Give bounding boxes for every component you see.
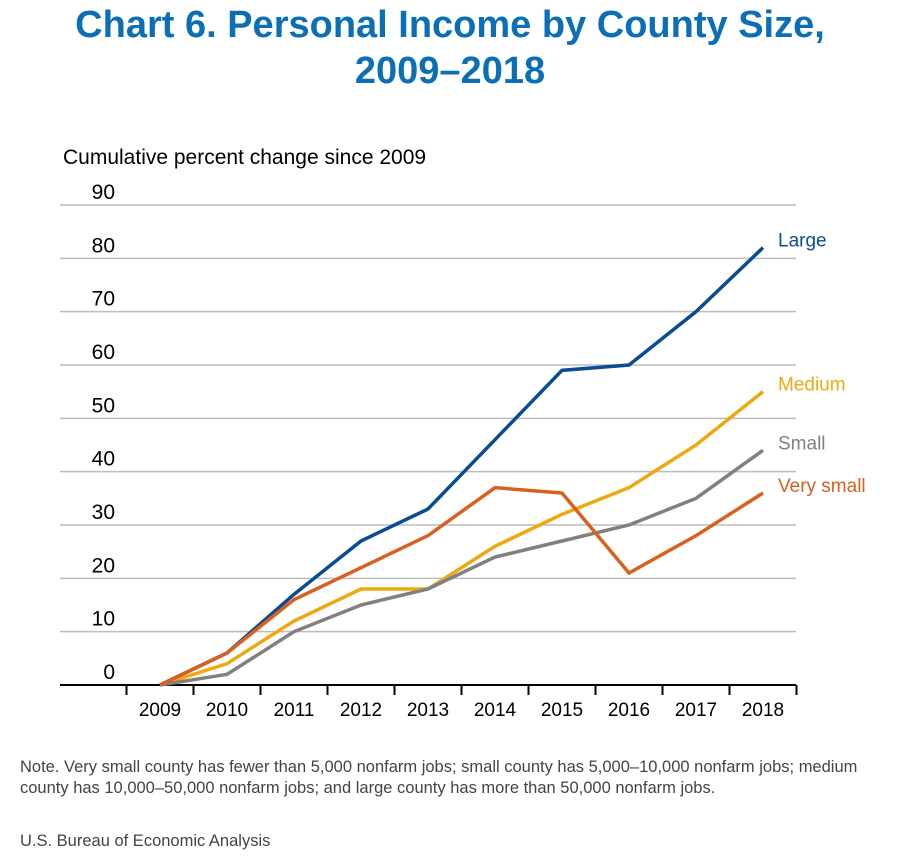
series-lines: [159, 246, 765, 687]
source-credit: U.S. Bureau of Economic Analysis: [20, 832, 271, 850]
x-tick-label: 2015: [541, 700, 583, 721]
chart-title-line-2: 2009–2018: [354, 50, 546, 92]
x-tick-label: 2011: [274, 700, 315, 721]
x-tick-label: 2014: [474, 700, 517, 721]
x-tick-label: 2016: [608, 700, 650, 721]
y-tick-label: 20: [92, 554, 115, 577]
gridlines: [60, 204, 796, 633]
y-tick-label: 60: [92, 341, 115, 364]
series-label-small: Small: [778, 433, 826, 454]
series-label-large: Large: [778, 231, 827, 252]
y-tick-label: 10: [92, 608, 115, 631]
series-line-very-small: [159, 485, 764, 687]
x-tick-label: 2018: [742, 700, 784, 721]
chart-title: Chart 6. Personal Income by County Size,…: [0, 2, 900, 94]
series-line-small: [159, 448, 765, 687]
series-line-medium: [159, 390, 765, 687]
series-label-very-small: Very small: [778, 476, 866, 497]
series-line-large: [159, 246, 765, 687]
y-tick-label: 30: [92, 501, 115, 524]
line-chart: Cumulative percent change since 2009 0 10…: [60, 146, 866, 721]
chart-note: Note. Very small county has fewer than 5…: [20, 758, 858, 797]
x-tick-label: 2012: [340, 700, 382, 721]
chart-title-line-1: Chart 6. Personal Income by County Size,: [75, 4, 825, 46]
y-tick-label: 80: [92, 234, 115, 257]
x-tick-label: 2009: [139, 700, 181, 721]
x-tick-label: 2010: [206, 700, 248, 721]
x-axis: 2009 2010 2011 2012 2013 2014 2015 2016 2017 2018: [60, 684, 798, 721]
x-tick-label: 2017: [675, 700, 717, 721]
y-tick-labels: 0 10 20 30 40 50 60 70 80 90: [92, 181, 115, 684]
y-tick-label: 70: [92, 288, 115, 311]
x-tick-label: 2013: [407, 700, 449, 721]
y-axis-label: Cumulative percent change since 2009: [63, 146, 426, 169]
series-labels: Large Medium Small Very small: [778, 231, 866, 497]
series-label-medium: Medium: [778, 375, 846, 396]
y-tick-label: 40: [92, 448, 115, 471]
y-tick-label: 50: [92, 394, 115, 417]
y-tick-label: 90: [92, 181, 115, 204]
y-tick-label: 0: [103, 661, 115, 684]
